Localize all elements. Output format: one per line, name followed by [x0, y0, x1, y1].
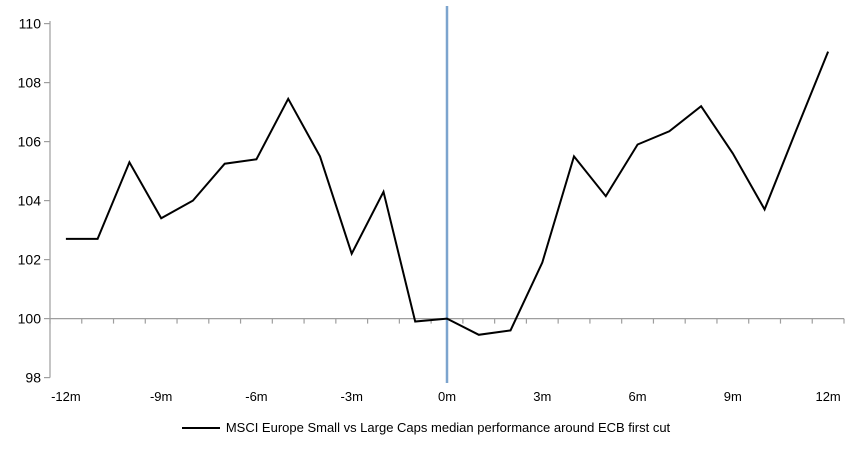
x-tick-label: 0m [438, 389, 456, 404]
y-tick-label: 108 [18, 75, 42, 91]
x-tick-label: 12m [815, 389, 840, 404]
y-tick-label: 102 [18, 252, 42, 268]
x-tick-label: -12m [51, 389, 81, 404]
chart-legend: MSCI Europe Small vs Large Caps median p… [0, 420, 852, 435]
legend-label: MSCI Europe Small vs Large Caps median p… [225, 420, 671, 435]
y-tick-label: 104 [18, 193, 42, 209]
x-tick-label: 9m [724, 389, 742, 404]
x-tick-label: 6m [629, 389, 647, 404]
y-tick-label: 106 [18, 134, 42, 150]
legend-line-swatch [181, 426, 220, 429]
x-tick-label: -3m [341, 389, 363, 404]
x-tick-label: -6m [245, 389, 267, 404]
y-tick-label: 98 [25, 370, 41, 386]
y-tick-label: 110 [19, 16, 42, 32]
y-tick-label: 100 [18, 311, 42, 327]
x-tick-label: -9m [150, 389, 172, 404]
data-series-line [65, 51, 830, 336]
x-tick-label: 3m [533, 389, 551, 404]
